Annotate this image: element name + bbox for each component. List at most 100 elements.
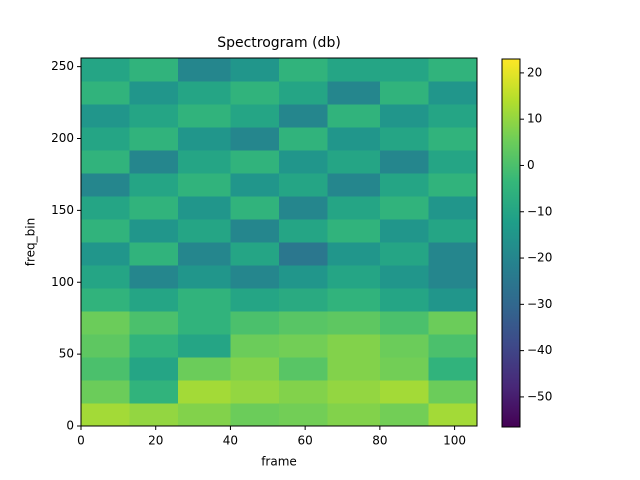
y-tick-label: 200 xyxy=(51,131,74,145)
heatmap-cell xyxy=(279,219,329,243)
heatmap-cell xyxy=(81,127,131,151)
heatmap-cell xyxy=(379,403,429,427)
heatmap-cell xyxy=(129,58,179,82)
heatmap-cell xyxy=(178,150,231,174)
heatmap-cell xyxy=(178,242,231,266)
heatmap-cell xyxy=(178,265,231,289)
heatmap-cell xyxy=(129,357,179,381)
heatmap-cell xyxy=(129,127,179,151)
y-tick-label: 100 xyxy=(51,275,74,289)
heatmap-cell xyxy=(178,81,231,105)
colorbar-tick-label: −40 xyxy=(527,343,552,357)
heatmap-cell xyxy=(428,104,478,128)
heatmap-cell xyxy=(279,127,329,151)
colorbar-tick-label: −10 xyxy=(527,204,552,218)
heatmap-cell xyxy=(279,334,329,358)
heatmap-cell xyxy=(379,81,429,105)
heatmap-cell xyxy=(81,380,131,404)
heatmap-cell xyxy=(129,403,179,427)
heatmap-cell xyxy=(428,334,478,358)
heatmap-cell xyxy=(178,403,231,427)
heatmap-cell xyxy=(379,173,429,197)
heatmap-cell xyxy=(230,150,280,174)
heatmap-cell xyxy=(327,242,381,266)
heatmap-cell xyxy=(428,81,478,105)
heatmap-cell xyxy=(230,196,280,220)
heatmap-cell xyxy=(81,288,131,312)
heatmap-cell xyxy=(327,127,381,151)
heatmap-cell xyxy=(327,334,381,358)
heatmap-cell xyxy=(327,288,381,312)
heatmap-cell xyxy=(279,173,329,197)
heatmap-cell xyxy=(129,104,179,128)
heatmap-cell xyxy=(81,311,131,335)
heatmap-cell xyxy=(379,58,429,82)
heatmap-cell xyxy=(178,288,231,312)
heatmap-cell xyxy=(230,403,280,427)
heatmap-cell xyxy=(327,81,381,105)
heatmap-cell xyxy=(279,265,329,289)
y-tick-label: 0 xyxy=(66,419,74,433)
x-tick-label: 60 xyxy=(298,434,313,448)
heatmap-cell xyxy=(129,196,179,220)
heatmap-cell xyxy=(81,150,131,174)
heatmap-cell xyxy=(379,104,429,128)
heatmap-cell xyxy=(279,380,329,404)
heatmap-cell xyxy=(178,380,231,404)
heatmap-cell xyxy=(327,104,381,128)
heatmap-cell xyxy=(428,311,478,335)
heatmap-cell xyxy=(230,219,280,243)
x-axis-label: frame xyxy=(261,455,297,469)
heatmap-cell xyxy=(327,58,381,82)
heatmap-cell xyxy=(81,196,131,220)
y-tick-label: 50 xyxy=(59,347,74,361)
heatmap-cell xyxy=(279,357,329,381)
heatmap-cell xyxy=(81,265,131,289)
heatmap-cell xyxy=(230,311,280,335)
heatmap-cell xyxy=(428,219,478,243)
colorbar-tick-label: 10 xyxy=(527,112,542,126)
y-axis-label: freq_bin xyxy=(24,218,38,266)
heatmap-cell xyxy=(327,265,381,289)
heatmap-cell xyxy=(230,173,280,197)
heatmap-cell xyxy=(129,334,179,358)
heatmap-cell xyxy=(428,150,478,174)
heatmap-cell xyxy=(379,150,429,174)
heatmap-cell xyxy=(230,81,280,105)
heatmap-cell xyxy=(178,334,231,358)
heatmap-cell xyxy=(379,380,429,404)
heatmap-cell xyxy=(327,173,381,197)
heatmap-cell xyxy=(379,242,429,266)
heatmap-cell xyxy=(230,357,280,381)
heatmap-cell xyxy=(81,104,131,128)
heatmap-cell xyxy=(327,311,381,335)
heatmap-cell xyxy=(428,173,478,197)
heatmap-cell xyxy=(129,242,179,266)
heatmap-cell xyxy=(178,127,231,151)
heatmap-cell xyxy=(379,219,429,243)
heatmap-cell xyxy=(230,58,280,82)
heatmap-cell xyxy=(81,219,131,243)
heatmap-cell xyxy=(178,219,231,243)
colorbar-tick-label: −30 xyxy=(527,297,552,311)
x-tick-label: 20 xyxy=(148,434,163,448)
heatmap-cell xyxy=(327,150,381,174)
x-tick-label: 100 xyxy=(443,434,466,448)
y-tick-label: 250 xyxy=(51,59,74,73)
heatmap-cell xyxy=(230,127,280,151)
heatmap-cell xyxy=(81,58,131,82)
x-tick-label: 0 xyxy=(77,434,85,448)
colorbar-tick-label: 20 xyxy=(527,65,542,79)
heatmap-cell xyxy=(379,196,429,220)
chart-title: Spectrogram (db) xyxy=(217,35,341,51)
heatmap-cell xyxy=(279,104,329,128)
heatmap-cell xyxy=(379,311,429,335)
heatmap-cell xyxy=(379,357,429,381)
heatmap-cell xyxy=(129,380,179,404)
heatmap-cell xyxy=(379,127,429,151)
heatmap-cell xyxy=(129,265,179,289)
colorbar-tick-label: 0 xyxy=(527,158,535,172)
colorbar xyxy=(501,58,521,428)
heatmap-cell xyxy=(129,288,179,312)
heatmap-cell xyxy=(428,196,478,220)
